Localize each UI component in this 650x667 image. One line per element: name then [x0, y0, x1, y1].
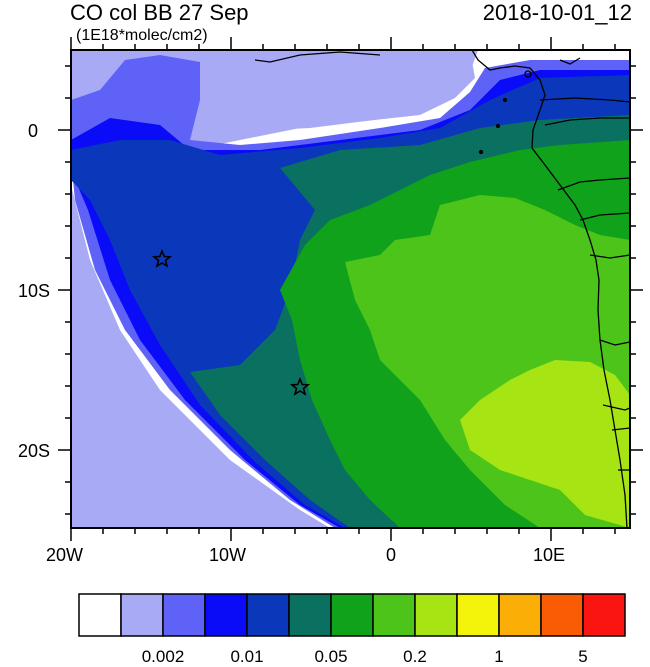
- colorbar-label: 0.002: [141, 647, 185, 666]
- x-tick-label: 10W: [209, 545, 247, 565]
- x-tick-label: 10E: [533, 545, 566, 565]
- colorbar-box: [498, 593, 542, 637]
- contour-band-8: [460, 360, 630, 528]
- datetime-label: 2018-10-01_12: [482, 0, 632, 25]
- colorbar-box: [162, 593, 206, 637]
- colorbar-box: [120, 593, 164, 637]
- y-tick-label: 10S: [18, 281, 51, 301]
- plot-frame: [70, 49, 631, 529]
- colorbar-label: 0.01: [230, 647, 264, 666]
- colorbar-label: 5: [578, 647, 588, 666]
- colorbar-box: [288, 593, 332, 637]
- colorbar-label: 0.05: [314, 647, 348, 666]
- colorbar-label: 0.2: [403, 647, 427, 666]
- station-markers: [151, 248, 311, 396]
- axis-ticks: [58, 37, 643, 541]
- map-title: CO col BB 27 Sep: [70, 0, 249, 25]
- y-tick-label: 20S: [18, 441, 51, 461]
- colorbar-box: [414, 593, 458, 637]
- star-marker-2: [289, 376, 311, 396]
- y-tick-label: 0: [28, 121, 39, 141]
- colorbar-box: [204, 593, 248, 637]
- colorbar-box: [582, 593, 626, 637]
- contour-band-1: [71, 50, 475, 528]
- units-label: (1E18*molec/cm2): [76, 27, 208, 44]
- co-column-field: [71, 50, 630, 528]
- colorbar-box: [456, 593, 500, 637]
- colorbar-box: [246, 593, 290, 637]
- colorbar-box: [78, 593, 122, 637]
- colorbar-box: [540, 593, 584, 637]
- colorbar-box: [330, 593, 374, 637]
- coastlines: [254, 50, 630, 528]
- star-marker-1: [151, 248, 173, 268]
- colorbar-label: 1: [494, 647, 504, 666]
- x-tick-label: 0: [386, 545, 397, 565]
- colorbar-box: [372, 593, 416, 637]
- x-tick-label: 20W: [46, 545, 84, 565]
- colorbar: [78, 593, 626, 637]
